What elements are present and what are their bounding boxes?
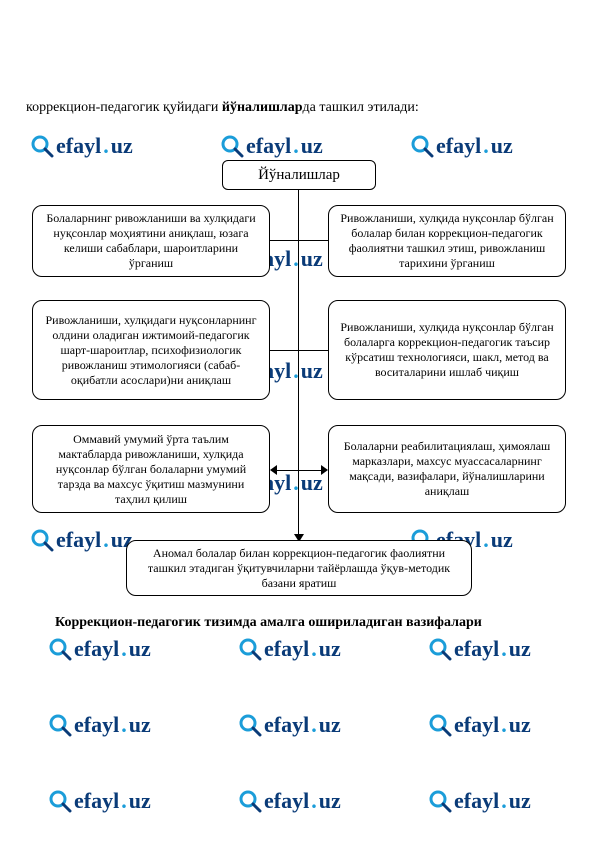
watermark: efayl.uz: [48, 712, 151, 738]
box-bottom: Аномал болалар билан коррекцион-педагоги…: [126, 540, 472, 596]
intro-bold: йўналишлар: [222, 100, 303, 115]
wm-rest: efayl: [264, 712, 309, 738]
watermark: efayl.uz: [238, 712, 341, 738]
intro-text: коррекцион-педагогик қуйидаги йўналишлар…: [26, 100, 419, 116]
box-l1: Болаларнинг ривожланиши ва хулқидаги нуқ…: [32, 205, 270, 277]
wm-tld: uz: [301, 133, 323, 159]
connector-horizontal: [276, 470, 322, 471]
diagram-title: Йўналишлар: [258, 166, 340, 185]
watermark: efayl.uz: [428, 788, 531, 814]
watermark: efayl.uz: [428, 636, 531, 662]
magnifier-icon: [410, 134, 434, 158]
box-bottom-text: Аномал болалар билан коррекцион-педагоги…: [135, 546, 463, 591]
magnifier-icon: [48, 637, 72, 661]
connector-vertical: [298, 190, 299, 538]
wm-dot: .: [483, 133, 489, 159]
box-l2-text: Ривожланиши, хулқидаги нуқсонларнинг олд…: [41, 313, 261, 388]
connector-horizontal: [270, 240, 328, 241]
wm-tld: uz: [129, 788, 151, 814]
watermark: efayl.uz: [48, 788, 151, 814]
box-r1-text: Ривожланиши, хулқида нуқсонлар бўлган бо…: [337, 211, 557, 271]
watermark: efayl.uz: [238, 788, 341, 814]
wm-dot: .: [311, 788, 317, 814]
arrow-left-icon: [270, 465, 277, 475]
page: коррекцион-педагогик қуйидаги йўналишлар…: [0, 0, 596, 842]
wm-rest: efayl: [74, 788, 119, 814]
wm-tld: uz: [509, 788, 531, 814]
magnifier-icon: [428, 713, 452, 737]
watermark: efayl.uz: [220, 133, 323, 159]
arrow-right-icon: [321, 465, 328, 475]
box-r1: Ривожланиши, хулқида нуқсонлар бўлган бо…: [328, 205, 566, 277]
wm-tld: uz: [111, 133, 133, 159]
wm-rest: efayl: [454, 712, 499, 738]
magnifier-icon: [238, 713, 262, 737]
wm-tld: uz: [129, 712, 151, 738]
wm-dot: .: [121, 712, 127, 738]
wm-tld: uz: [319, 788, 341, 814]
box-r2-text: Ривожланиши, хулқида нуқсонлар бўлган бо…: [337, 320, 557, 380]
wm-dot: .: [121, 636, 127, 662]
magnifier-icon: [220, 134, 244, 158]
wm-rest: efayl: [246, 133, 291, 159]
watermark: efayl.uz: [428, 712, 531, 738]
watermark: efayl.uz: [48, 636, 151, 662]
box-r3: Болаларни реабилитациялаш, ҳимоялаш марк…: [328, 425, 566, 513]
wm-rest: efayl: [436, 133, 481, 159]
wm-dot: .: [121, 788, 127, 814]
magnifier-icon: [30, 134, 54, 158]
flow-diagram: Йўналишлар Болаларнинг ривожланиши ва ху…: [26, 160, 570, 600]
wm-dot: .: [293, 133, 299, 159]
wm-dot: .: [311, 712, 317, 738]
title-box: Йўналишлар: [222, 160, 376, 190]
wm-tld: uz: [129, 636, 151, 662]
magnifier-icon: [428, 637, 452, 661]
box-l2: Ривожланиши, хулқидаги нуқсонларнинг олд…: [32, 300, 270, 400]
wm-tld: uz: [509, 712, 531, 738]
wm-tld: uz: [319, 636, 341, 662]
wm-rest: efayl: [74, 712, 119, 738]
wm-rest: efayl: [454, 636, 499, 662]
wm-tld: uz: [319, 712, 341, 738]
wm-dot: .: [501, 636, 507, 662]
wm-dot: .: [501, 712, 507, 738]
wm-rest: efayl: [74, 636, 119, 662]
box-l1-text: Болаларнинг ривожланиши ва хулқидаги нуқ…: [41, 211, 261, 271]
wm-rest: efayl: [56, 133, 101, 159]
wm-tld: uz: [491, 133, 513, 159]
wm-dot: .: [103, 133, 109, 159]
magnifier-icon: [238, 637, 262, 661]
wm-rest: efayl: [454, 788, 499, 814]
box-r3-text: Болаларни реабилитациялаш, ҳимоялаш марк…: [337, 439, 557, 499]
connector-horizontal: [270, 350, 328, 351]
intro-suffix: да ташкил этилади:: [303, 100, 419, 115]
section-heading: Коррекцион-педагогик тизимда амалга ошир…: [55, 615, 555, 631]
box-l3-text: Оммавий умумий ўрта таълим мактабларда р…: [41, 432, 261, 507]
watermark: efayl.uz: [30, 133, 133, 159]
wm-dot: .: [501, 788, 507, 814]
wm-tld: uz: [509, 636, 531, 662]
watermark: efayl.uz: [238, 636, 341, 662]
magnifier-icon: [48, 713, 72, 737]
wm-rest: efayl: [264, 636, 309, 662]
magnifier-icon: [48, 789, 72, 813]
magnifier-icon: [428, 789, 452, 813]
box-r2: Ривожланиши, хулқида нуқсонлар бўлган бо…: [328, 300, 566, 400]
box-l3: Оммавий умумий ўрта таълим мактабларда р…: [32, 425, 270, 513]
section-heading-text: Коррекцион-педагогик тизимда амалга ошир…: [55, 615, 482, 630]
magnifier-icon: [238, 789, 262, 813]
intro-prefix: коррекцион-педагогик қуйидаги: [26, 100, 222, 115]
wm-dot: .: [311, 636, 317, 662]
wm-rest: efayl: [264, 788, 309, 814]
watermark: efayl.uz: [410, 133, 513, 159]
